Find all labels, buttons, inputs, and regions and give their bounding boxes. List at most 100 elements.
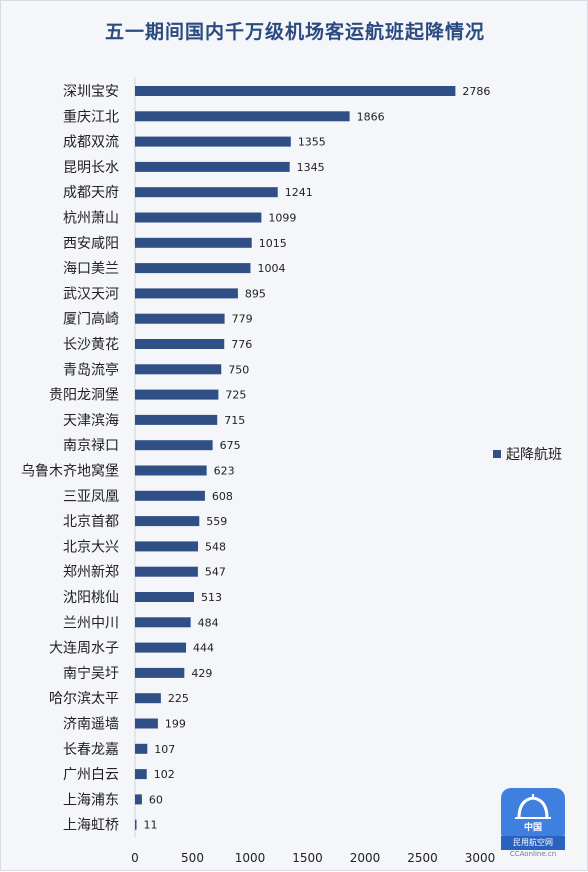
- data-label: 779: [232, 313, 253, 326]
- bar: [135, 161, 290, 172]
- data-label: 547: [205, 566, 226, 579]
- data-label: 623: [214, 465, 235, 478]
- data-label: 548: [205, 540, 226, 553]
- category-label: 广州白云: [63, 767, 119, 783]
- bar: [135, 718, 158, 729]
- category-label: 贵阳龙洞堡: [49, 388, 119, 404]
- logo-text-line1: 中国: [523, 823, 542, 833]
- data-label: 1015: [259, 237, 287, 250]
- category-label: 济南遥墙: [63, 717, 119, 733]
- data-label: 107: [154, 743, 175, 756]
- legend-label: 起降航班: [506, 447, 562, 463]
- bar: [135, 288, 238, 299]
- logo-text-line3: CCAonline.cn: [509, 850, 557, 858]
- bar: [135, 263, 251, 274]
- data-label: 715: [224, 414, 245, 427]
- bar: [135, 667, 185, 678]
- x-tick-label: 500: [181, 851, 204, 865]
- data-label: 1241: [285, 186, 313, 199]
- category-label: 天津滨海: [63, 413, 119, 429]
- bar: [135, 111, 350, 122]
- category-label: 长沙黄花: [63, 336, 119, 353]
- category-label: 上海浦东: [63, 792, 119, 808]
- data-label: 776: [231, 338, 252, 351]
- category-label: 南京禄口: [63, 438, 119, 454]
- category-label: 三亚凤凰: [63, 489, 119, 505]
- data-label: 11: [144, 819, 158, 832]
- x-tick-label: 2000: [350, 851, 381, 865]
- category-label: 南宁吴圩: [63, 665, 119, 682]
- category-label: 上海虹桥: [63, 818, 119, 834]
- category-label: 郑州新郑: [63, 565, 119, 581]
- category-label: 大连周水子: [49, 641, 119, 657]
- bar: [135, 86, 456, 96]
- bar: [135, 465, 207, 476]
- data-label: 608: [212, 490, 233, 503]
- data-label: 484: [198, 616, 219, 629]
- data-label: 1345: [297, 161, 325, 174]
- logo-icon: [501, 788, 565, 836]
- bar: [135, 794, 142, 805]
- bar: [135, 364, 222, 375]
- axis-layer: 深圳宝安重庆江北成都双流昆明长水成都天府杭州萧山西安咸阳海口美兰武汉天河厦门高崎…: [21, 77, 495, 865]
- x-tick-label: 2500: [407, 851, 438, 865]
- data-label: 102: [154, 768, 175, 781]
- category-label: 成都天府: [63, 185, 119, 201]
- bar: [135, 237, 252, 248]
- bar: [135, 566, 198, 577]
- data-label: 559: [206, 515, 227, 528]
- data-label: 675: [220, 439, 241, 452]
- data-label: 199: [165, 718, 186, 731]
- category-label: 深圳宝安: [63, 84, 119, 100]
- category-label: 成都双流: [63, 135, 119, 151]
- data-label: 750: [228, 363, 249, 376]
- logo-text-line2: 民用航空网: [501, 836, 565, 850]
- data-label: 429: [191, 667, 212, 680]
- bar: [135, 136, 291, 147]
- bar: [135, 769, 147, 780]
- bar: [135, 693, 161, 704]
- x-tick-label: 1500: [292, 851, 323, 865]
- category-label: 杭州萧山: [63, 211, 119, 227]
- data-label: 1004: [257, 262, 285, 275]
- category-label: 西安咸阳: [63, 236, 119, 252]
- bar: [135, 490, 205, 501]
- data-label: 1355: [298, 136, 326, 149]
- legend-swatch: [493, 450, 501, 458]
- category-label: 海口美兰: [63, 261, 119, 277]
- bar: [135, 592, 194, 602]
- bar: [135, 414, 218, 425]
- chart-title: 五一期间国内千万级机场客运航班起降情况: [104, 21, 485, 43]
- data-label: 225: [168, 692, 189, 705]
- bar: [135, 313, 225, 324]
- data-label: 513: [201, 591, 222, 604]
- bar: [135, 642, 187, 653]
- bar: [135, 541, 199, 552]
- category-label: 长春龙嘉: [63, 742, 119, 758]
- category-label: 厦门高崎: [63, 311, 119, 328]
- bar: [135, 389, 219, 400]
- bar: [135, 339, 225, 349]
- x-tick-label: 3000: [465, 851, 496, 865]
- category-label: 北京大兴: [63, 539, 119, 555]
- x-tick-label: 0: [131, 851, 139, 865]
- bar: [135, 617, 191, 628]
- category-label: 青岛流亭: [63, 361, 119, 378]
- bar: [135, 743, 148, 754]
- category-label: 沈阳桃仙: [63, 590, 119, 606]
- category-label: 乌鲁木齐地窝堡: [21, 463, 119, 480]
- category-label: 昆明长水: [63, 160, 119, 176]
- x-tick-label: 1000: [235, 851, 266, 865]
- data-label: 2786: [462, 85, 490, 98]
- data-label: 1099: [268, 212, 296, 225]
- data-label: 895: [245, 287, 266, 300]
- ccaonline-logo: 中国 民用航空网 CCAonline.cn: [501, 788, 565, 864]
- bar: [135, 187, 278, 198]
- data-label: 444: [193, 642, 214, 655]
- legend: 起降航班: [493, 447, 562, 463]
- category-label: 兰州中川: [63, 615, 119, 631]
- data-label: 1866: [357, 110, 385, 123]
- data-label: 60: [149, 793, 163, 806]
